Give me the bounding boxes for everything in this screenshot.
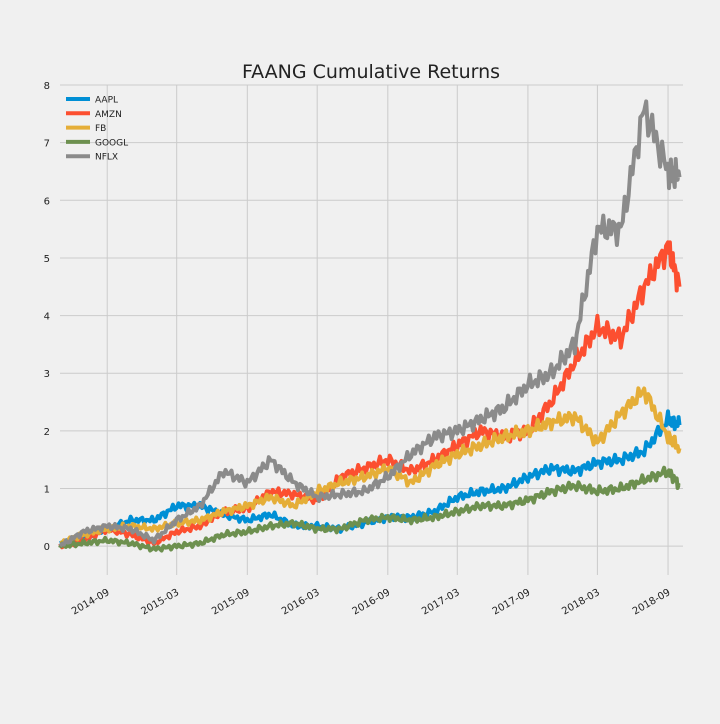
y-tick-label: 0 — [44, 542, 50, 553]
x-tick-label: 2016-09 — [351, 587, 393, 617]
x-tick-label: 2014-09 — [70, 587, 112, 617]
x-tick-label: 2018-09 — [631, 587, 673, 617]
legend-label-aapl: AAPL — [95, 96, 118, 106]
y-tick-label: 4 — [44, 312, 50, 323]
series-line-nflx — [58, 99, 682, 548]
x-tick-label: 2015-03 — [139, 587, 181, 617]
y-tick-label: 8 — [44, 81, 50, 92]
series-line-amzn — [58, 240, 682, 550]
y-tick-label: 7 — [44, 139, 50, 150]
x-tick-label: 2016-03 — [280, 587, 322, 617]
grid — [60, 84, 683, 575]
legend-label-amzn: AMZN — [95, 110, 122, 120]
series-line-fb — [60, 386, 682, 546]
series-lines — [58, 99, 682, 553]
chart-title: FAANG Cumulative Returns — [241, 61, 501, 83]
series-line-googl — [58, 465, 681, 553]
y-tick-label: 1 — [44, 485, 50, 496]
x-tick-label: 2018-03 — [560, 587, 602, 617]
y-tick-label: 5 — [44, 254, 50, 265]
x-tick-label: 2015-09 — [210, 587, 252, 617]
legend-label-nflx: NFLX — [95, 153, 118, 163]
x-tick-label: 2017-03 — [420, 587, 462, 617]
legend: AAPL AMZN FB GOOGL NFLX — [66, 96, 128, 163]
legend-label-googl: GOOGL — [95, 138, 128, 148]
y-tick-label: 6 — [44, 196, 50, 207]
y-tick-label: 2 — [44, 427, 50, 438]
x-tick-label: 2017-09 — [491, 587, 533, 617]
y-tick-label: 3 — [44, 369, 50, 380]
legend-label-fb: FB — [95, 124, 106, 134]
